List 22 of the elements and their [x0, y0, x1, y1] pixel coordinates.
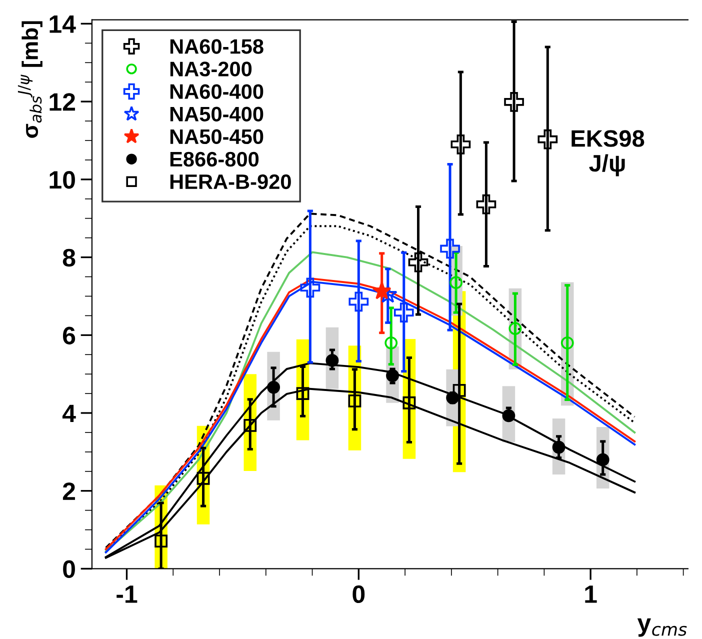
y-tick-label: 12	[50, 93, 75, 111]
annotation: J/ψ	[589, 154, 625, 176]
y-axis-title: σ$_{abs}$$^{J/ψ}$ [mb]	[18, 21, 42, 138]
legend-label: NA50-450	[170, 129, 264, 144]
y-tick-label: 6	[63, 326, 76, 344]
legend-label: NA3-200	[170, 62, 252, 76]
y-tick-label: 10	[50, 171, 75, 189]
legend-label: NA60-400	[170, 84, 264, 99]
y-tick-label: 14	[50, 16, 76, 33]
x-tick-label: 0	[352, 585, 365, 604]
legend-label: E866-800	[170, 152, 259, 167]
y-tick-label: 0	[63, 560, 75, 578]
y-tick-label: 8	[62, 248, 76, 267]
x-tick-label: -1	[116, 586, 138, 603]
annotation: EKS98	[572, 130, 644, 147]
x-tick-label: 1	[585, 586, 597, 603]
legend-label: NA60-158	[170, 39, 264, 54]
y-tick-label: 4	[62, 404, 76, 422]
y-tick-label: 2	[62, 482, 75, 500]
legend-label: NA50-400	[170, 106, 264, 122]
x-axis-title: y$_{cms}$	[637, 618, 687, 637]
legend-label: HERA-B-920	[170, 174, 291, 190]
